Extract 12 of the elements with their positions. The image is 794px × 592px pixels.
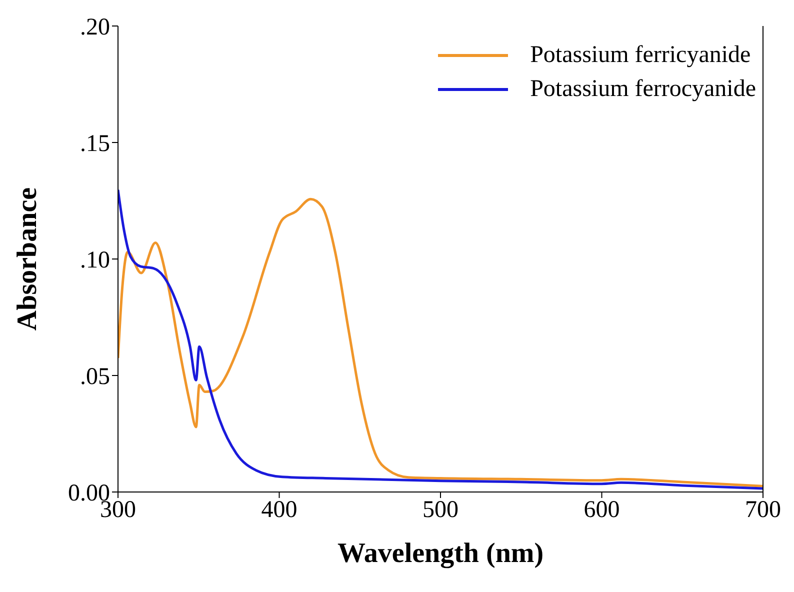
y-tick-label: .10 <box>80 248 110 274</box>
y-tick-label: .20 <box>80 14 110 41</box>
x-tick-label: 700 <box>745 497 781 524</box>
y-tick-label: .15 <box>80 131 110 158</box>
x-tick-label: 400 <box>261 497 298 524</box>
legend-label: Potassium ferricyanide <box>530 41 751 70</box>
legend-label: Potassium ferrocyanide <box>530 75 756 104</box>
y-tick-label: .05 <box>80 364 110 390</box>
y-axis-title: Absorbance <box>12 187 43 331</box>
x-tick-label: 600 <box>584 497 620 524</box>
x-axis-title: Wavelength (nm) <box>337 538 544 569</box>
x-tick-label: 500 <box>422 497 458 524</box>
